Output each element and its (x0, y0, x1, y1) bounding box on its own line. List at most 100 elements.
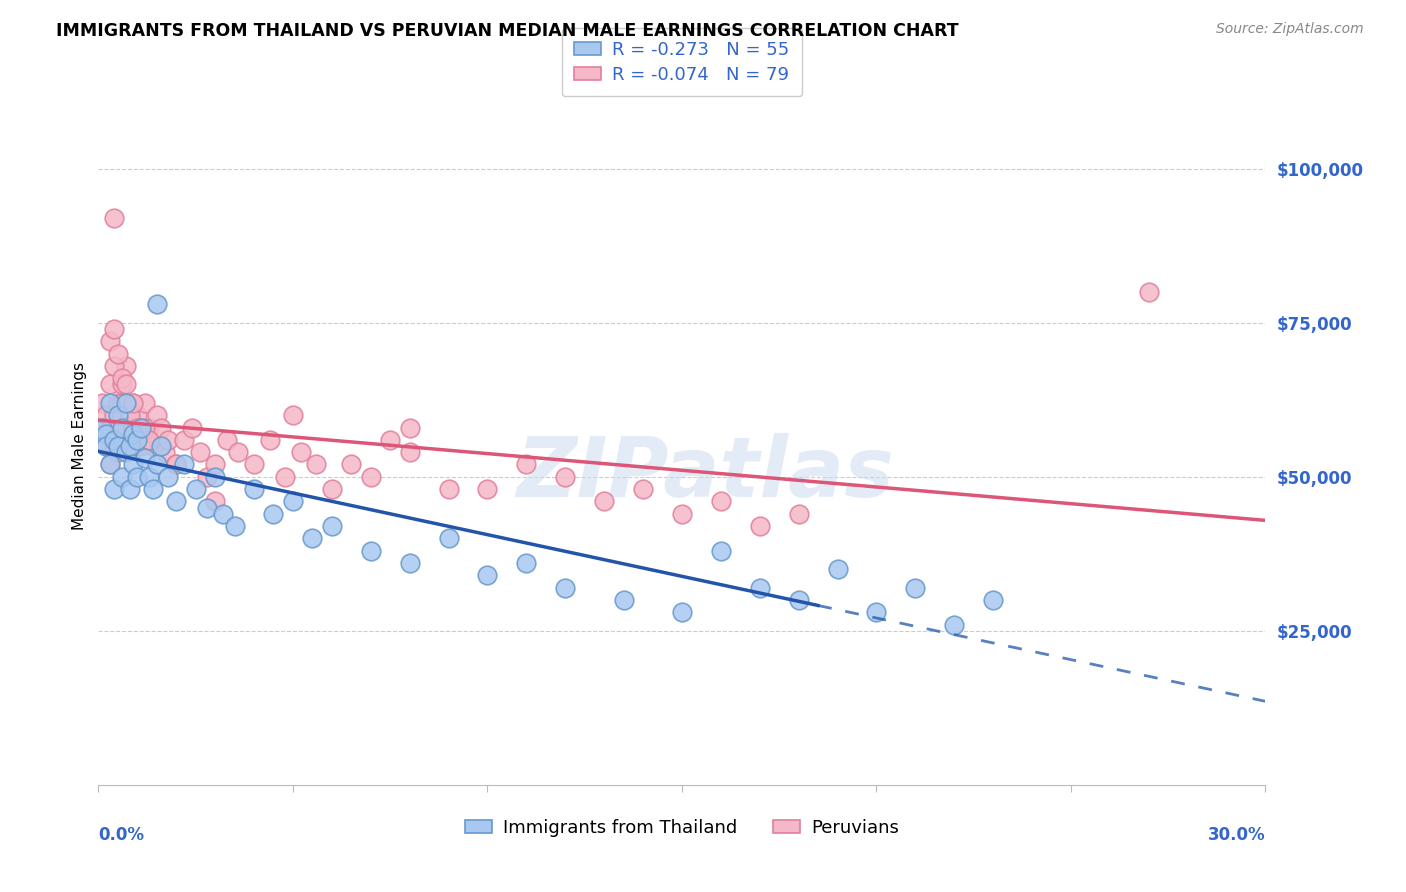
Point (127, 470, 149, 484)
Point (107, 445, 129, 459)
Point (321, 482, 343, 496)
Point (671, 606, 693, 620)
Point (111, 470, 134, 484)
Text: ZIPatlas: ZIPatlas (516, 433, 894, 514)
Point (243, 482, 266, 496)
Point (281, 408, 304, 422)
Point (173, 433, 195, 447)
Point (710, 543, 733, 558)
Point (631, 482, 654, 496)
Point (91, 396, 114, 410)
Point (981, 593, 1004, 607)
Point (103, 211, 125, 225)
Point (262, 507, 284, 521)
Legend: Immigrants from Thailand, Peruvians: Immigrants from Thailand, Peruvians (458, 812, 905, 844)
Point (122, 396, 145, 410)
Point (865, 606, 887, 620)
Text: 0.0%: 0.0% (98, 826, 145, 844)
Point (138, 420, 160, 434)
Point (173, 458, 195, 472)
Point (127, 439, 149, 453)
Point (111, 408, 134, 422)
Point (111, 420, 134, 434)
Point (142, 439, 165, 453)
Point (259, 433, 281, 447)
Point (305, 458, 328, 472)
Point (149, 420, 172, 434)
Point (748, 581, 770, 595)
Point (165, 458, 187, 472)
Point (157, 433, 180, 447)
Point (710, 494, 733, 508)
Point (554, 581, 576, 595)
Point (204, 458, 226, 472)
Point (107, 396, 129, 410)
Point (195, 500, 218, 515)
Point (671, 507, 693, 521)
Point (96, 439, 118, 453)
Point (118, 439, 141, 453)
Point (204, 470, 226, 484)
Point (103, 408, 125, 422)
Point (554, 470, 576, 484)
Point (98, 458, 121, 472)
Point (107, 439, 129, 453)
Point (613, 593, 636, 607)
Point (118, 433, 141, 447)
Point (593, 494, 616, 508)
Point (98, 396, 121, 410)
Point (515, 458, 537, 472)
Point (91, 420, 114, 434)
Point (477, 482, 499, 496)
Point (129, 420, 152, 434)
Point (107, 346, 129, 360)
Point (228, 445, 250, 459)
Point (165, 458, 187, 472)
Point (98, 458, 121, 472)
Point (129, 439, 152, 453)
Point (224, 519, 246, 533)
Point (204, 494, 226, 508)
Point (243, 458, 266, 472)
Point (787, 593, 810, 607)
Point (212, 507, 235, 521)
Point (107, 420, 129, 434)
Point (943, 617, 966, 632)
Point (118, 408, 141, 422)
Text: Source: ZipAtlas.com: Source: ZipAtlas.com (1216, 22, 1364, 37)
Point (122, 426, 145, 441)
Point (114, 439, 136, 453)
Point (146, 297, 169, 311)
Point (748, 519, 770, 533)
Point (96, 408, 118, 422)
Point (103, 433, 125, 447)
Point (157, 470, 180, 484)
Point (103, 482, 125, 496)
Point (437, 532, 460, 546)
Point (321, 519, 343, 533)
Point (122, 458, 145, 472)
Point (398, 420, 420, 434)
Text: IMMIGRANTS FROM THAILAND VS PERUVIAN MEDIAN MALE EARNINGS CORRELATION CHART: IMMIGRANTS FROM THAILAND VS PERUVIAN MED… (56, 22, 959, 40)
Point (122, 396, 145, 410)
Point (111, 377, 134, 392)
Point (114, 396, 136, 410)
Point (127, 420, 149, 434)
Point (215, 433, 238, 447)
Point (827, 562, 849, 576)
Point (114, 377, 136, 392)
Point (281, 494, 304, 508)
Point (142, 482, 165, 496)
Point (290, 445, 312, 459)
Point (107, 408, 129, 422)
Point (127, 433, 149, 447)
Point (188, 445, 211, 459)
Point (118, 408, 141, 422)
Point (114, 445, 136, 459)
Point (301, 532, 323, 546)
Point (180, 420, 202, 434)
Point (96, 439, 118, 453)
Point (153, 445, 176, 459)
Point (111, 371, 134, 385)
Point (1137, 285, 1160, 299)
